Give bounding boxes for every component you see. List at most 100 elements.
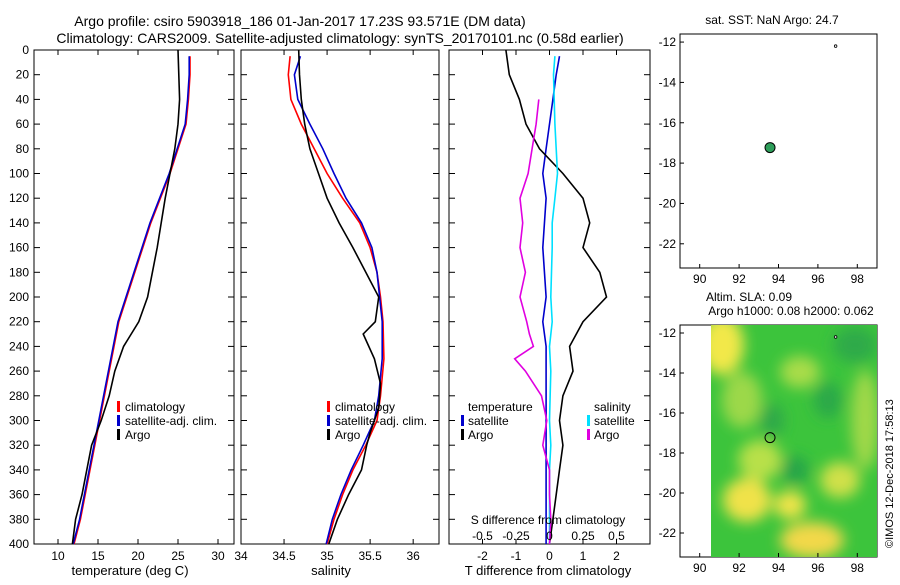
sla-blob — [774, 491, 806, 519]
depth-tick-label: 20 — [16, 68, 30, 82]
sla-blob — [738, 440, 782, 480]
depth-tick-label: 240 — [9, 339, 29, 353]
map-y-tick-label: -20 — [659, 486, 677, 500]
legend-swatch-s-argo — [587, 429, 590, 440]
legend-satellite-adj: satellite-adj. clim. — [335, 414, 427, 428]
temperature-plot: 10 15 20 25 30 — [51, 49, 225, 563]
argo-position-marker — [764, 142, 776, 154]
difference-plot: -2 -1 0 1 2 -0.5 -0.25 0 0.25 0.5 — [472, 49, 625, 563]
legend-s-satellite: satellite — [594, 414, 635, 428]
salinity-legend: climatology satellite-adj. clim. Argo — [327, 400, 427, 442]
x-tick-label: 15 — [91, 549, 105, 563]
legend-t-argo: Argo — [468, 428, 494, 442]
map-y-tick-label: -18 — [659, 156, 677, 170]
series-argo — [71, 49, 181, 545]
map-x-tick-label: 94 — [772, 272, 786, 286]
map-x-tick-label: 90 — [693, 561, 707, 575]
sla-blob — [820, 462, 860, 498]
s-tick-label: 0.25 — [571, 529, 595, 543]
map-x-tick-label: 96 — [811, 272, 825, 286]
previous-position-marker — [833, 335, 838, 339]
legend-swatch-t-argo — [461, 429, 464, 440]
map-y-tick-label: -14 — [659, 75, 677, 89]
legend-temperature-header: temperature — [468, 400, 533, 414]
x-tick-label: 34 — [234, 549, 248, 563]
x-tick-label: 25 — [171, 549, 185, 563]
x-tick-label: 2 — [613, 549, 620, 563]
depth-tick-label: 160 — [9, 241, 29, 255]
map-y-tick-label: -12 — [659, 35, 677, 49]
x-tick-label: -1 — [511, 549, 522, 563]
sst-map: 90 92 94 96 98 -12 -14 -16 -18 -20 -22 — [659, 35, 865, 286]
depth-tick-label: 180 — [9, 265, 29, 279]
depth-tick-label: 220 — [9, 315, 29, 329]
sst-map-title: sat. SST: NaN Argo: 24.7 — [705, 13, 839, 27]
series-satellite-adj-clim- — [293, 55, 384, 545]
s-difference-label: S difference from climatology — [471, 513, 626, 527]
sst-map-panel — [679, 33, 878, 269]
legend-swatch-climatology — [117, 401, 120, 412]
depth-tick-label: 100 — [9, 167, 29, 181]
sla-blob — [833, 327, 877, 363]
depth-tick-label: 120 — [9, 191, 29, 205]
s-tick-label: -0.5 — [472, 529, 493, 543]
map-x-tick-label: 98 — [851, 272, 865, 286]
x-tick-label: 36 — [406, 549, 420, 563]
sla-map-title: Altim. SLA: 0.09 — [706, 290, 792, 304]
map-y-tick-label: -22 — [659, 526, 677, 540]
x-tick-label: 30 — [211, 549, 225, 563]
sla-blob — [780, 522, 844, 557]
temperature-xlabel: temperature (deg C) — [71, 563, 188, 578]
salinity-plot: 34 34.5 35 35.5 36 — [234, 49, 420, 563]
salinity-panel — [240, 49, 440, 545]
legend-climatology: climatology — [335, 400, 395, 414]
x-tick-label: 1 — [580, 549, 587, 563]
map-x-tick-label: 90 — [693, 272, 707, 286]
legend-t-satellite: satellite — [468, 414, 509, 428]
legend-salinity-header: salinity — [594, 400, 631, 414]
sla-map: 90 92 94 96 98 -12 -14 -16 -18 -20 -22 — [659, 326, 865, 575]
depth-tick-label: 400 — [9, 537, 29, 551]
depth-tick-label: 60 — [16, 117, 30, 131]
legend-swatch-argo — [327, 429, 330, 440]
map-y-tick-label: -12 — [659, 326, 677, 340]
depth-tick-label: 300 — [9, 414, 29, 428]
figure-title-line2: Climatology: CARS2009. Satellite-adjuste… — [56, 30, 623, 46]
sla-heatmap — [711, 325, 877, 557]
series-s-satellite — [548, 56, 559, 544]
map-x-tick-label: 92 — [732, 272, 746, 286]
depth-tick-label: 260 — [9, 364, 29, 378]
map-x-tick-label: 98 — [851, 561, 865, 575]
legend-swatch-satellite — [327, 415, 330, 426]
sla-blob — [781, 456, 809, 484]
series-t-satellite — [541, 56, 561, 544]
x-tick-label: -2 — [477, 549, 488, 563]
legend-s-argo: Argo — [594, 428, 620, 442]
legend-swatch-satellite — [117, 415, 120, 426]
sla-map-subtitle: Argo h1000: 0.08 h2000: 0.062 — [708, 304, 874, 318]
sla-heatmap-blobs — [711, 325, 877, 557]
depth-tick-label: 280 — [9, 389, 29, 403]
depth-tick-label: 380 — [9, 512, 29, 526]
series-s-argo — [513, 99, 552, 545]
sla-blob — [780, 356, 820, 388]
map-y-tick-label: -16 — [659, 406, 677, 420]
figure-title-line1: Argo profile: csiro 5903918_186 01-Jan-2… — [74, 13, 525, 29]
s-tick-label: 0.5 — [608, 529, 625, 543]
s-tick-label: 0 — [546, 529, 553, 543]
sla-blob — [851, 370, 877, 470]
s-tick-label: -0.25 — [502, 529, 530, 543]
map-y-tick-label: -18 — [659, 446, 677, 460]
salinity-xlabel: salinity — [311, 563, 351, 578]
legend-swatch-t-satellite — [461, 415, 464, 426]
legend-swatch-s-satellite — [587, 415, 590, 426]
sla-blob — [760, 404, 784, 436]
temperature-panel — [33, 49, 235, 545]
legend-argo: Argo — [125, 428, 151, 442]
x-tick-label: 35.5 — [358, 549, 382, 563]
x-tick-label: 34.5 — [272, 549, 296, 563]
argo-position-marker — [764, 432, 776, 444]
difference-xlabel: T difference from climatology — [465, 563, 632, 578]
